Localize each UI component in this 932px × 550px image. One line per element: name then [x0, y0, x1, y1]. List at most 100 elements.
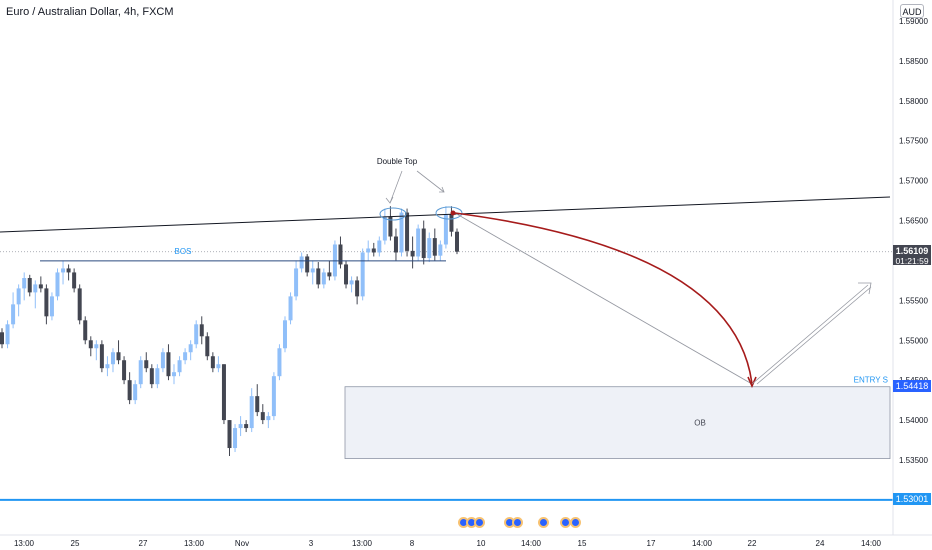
candle-body[interactable]: [27, 278, 32, 293]
candle-body[interactable]: [66, 268, 71, 273]
candle-body[interactable]: [244, 424, 249, 429]
candle-body[interactable]: [116, 352, 121, 361]
candle-body[interactable]: [294, 268, 299, 297]
candle-body[interactable]: [405, 212, 410, 251]
candle-body[interactable]: [72, 272, 77, 289]
candle-body[interactable]: [249, 396, 254, 429]
candle-body[interactable]: [16, 288, 21, 305]
candle-body[interactable]: [266, 416, 271, 421]
candle-body[interactable]: [305, 256, 310, 273]
candle-body[interactable]: [210, 356, 215, 369]
candle-body[interactable]: [110, 352, 115, 365]
candle-body[interactable]: [388, 216, 393, 237]
candle-body[interactable]: [22, 278, 27, 289]
candle-body[interactable]: [344, 264, 349, 285]
candle-body[interactable]: [277, 348, 282, 377]
candle-body[interactable]: [33, 284, 38, 293]
candle-body[interactable]: [38, 284, 43, 289]
candle-body[interactable]: [55, 272, 60, 297]
candle-body[interactable]: [443, 214, 448, 245]
double-top-ellipse[interactable]: [379, 207, 407, 221]
candle-body[interactable]: [194, 324, 199, 345]
candle-body[interactable]: [338, 244, 343, 265]
candle-body[interactable]: [105, 364, 110, 369]
double-top-ellipse[interactable]: [435, 206, 463, 220]
candle-body[interactable]: [83, 320, 88, 341]
candle-body[interactable]: [366, 248, 371, 253]
candle-body[interactable]: [49, 296, 54, 317]
candle-body[interactable]: [449, 214, 454, 232]
projection-curve[interactable]: [454, 212, 753, 385]
rebound-arrow[interactable]: [751, 282, 872, 385]
candle-body[interactable]: [88, 340, 93, 349]
candle-body[interactable]: [399, 212, 404, 253]
candle-body[interactable]: [438, 244, 443, 256]
ob-zone[interactable]: [344, 386, 891, 459]
candle-body[interactable]: [316, 268, 321, 285]
candle-body[interactable]: [427, 238, 432, 259]
candle-body[interactable]: [77, 288, 82, 321]
candle-body[interactable]: [122, 360, 127, 381]
curve-arrow-head: [747, 376, 757, 388]
candle-body[interactable]: [371, 248, 376, 253]
candle-body[interactable]: [410, 250, 415, 257]
candle-body[interactable]: [183, 352, 188, 361]
candle-body[interactable]: [221, 364, 226, 421]
curve-start-point: [450, 210, 456, 216]
candle-body[interactable]: [310, 268, 315, 273]
event-icon[interactable]: [512, 517, 523, 528]
candle-body[interactable]: [155, 368, 160, 385]
event-icon[interactable]: [474, 517, 485, 528]
candle-body[interactable]: [138, 360, 143, 385]
candle-body[interactable]: [144, 360, 149, 369]
event-icon[interactable]: [570, 517, 581, 528]
candle-body[interactable]: [44, 288, 49, 317]
candle-body[interactable]: [149, 368, 154, 385]
candle-body[interactable]: [11, 304, 16, 325]
candle-body[interactable]: [355, 280, 360, 297]
candle-body[interactable]: [233, 428, 238, 449]
candle-body[interactable]: [455, 231, 459, 252]
candle-body[interactable]: [377, 240, 382, 253]
candle-body[interactable]: [260, 412, 265, 421]
candle-body[interactable]: [133, 384, 138, 401]
candle-body[interactable]: [227, 420, 232, 449]
candle-body[interactable]: [199, 324, 204, 337]
candle-body[interactable]: [299, 256, 304, 269]
candle-body[interactable]: [282, 320, 287, 349]
candle-body[interactable]: [288, 296, 293, 321]
candle-body[interactable]: [99, 344, 104, 369]
candle-body[interactable]: [188, 344, 193, 353]
candle-body[interactable]: [432, 238, 437, 256]
candle-body[interactable]: [238, 424, 243, 429]
candle-body[interactable]: [177, 360, 182, 373]
candle-body[interactable]: [327, 272, 332, 277]
candle-body[interactable]: [5, 324, 10, 345]
candle-body[interactable]: [416, 228, 421, 257]
candle-body[interactable]: [160, 352, 165, 369]
candle-body[interactable]: [421, 228, 426, 259]
candle-body[interactable]: [127, 380, 132, 401]
time-axis[interactable]: 13:00 25 27 13:00 Nov 3 13:00 8 10 14:00 15 17 14:00…: [0, 534, 932, 548]
candle-body[interactable]: [393, 236, 398, 253]
candle-body[interactable]: [271, 376, 276, 417]
event-icon[interactable]: [538, 517, 549, 528]
candle-body[interactable]: [94, 344, 99, 349]
plot-area[interactable]: OB ENTRY S BOS Double Top: [0, 157, 893, 501]
candle-body[interactable]: [0, 332, 4, 345]
candle-body[interactable]: [205, 336, 210, 357]
candle-body[interactable]: [61, 268, 66, 273]
candle-body[interactable]: [166, 352, 171, 377]
candle-body[interactable]: [382, 216, 387, 241]
candle-body[interactable]: [360, 252, 365, 297]
candle-body[interactable]: [321, 272, 326, 285]
price-axis[interactable]: 1.59000 1.58500 1.58000 1.57500 1.57000 1.565…: [892, 0, 928, 535]
candle-body[interactable]: [255, 396, 260, 413]
candle-body[interactable]: [172, 372, 177, 377]
candle-body[interactable]: [216, 364, 221, 369]
trend-line[interactable]: [0, 196, 891, 233]
currency-button[interactable]: AUD: [900, 4, 924, 18]
double-top-label: Double Top: [377, 157, 418, 166]
candle-body[interactable]: [349, 280, 354, 285]
